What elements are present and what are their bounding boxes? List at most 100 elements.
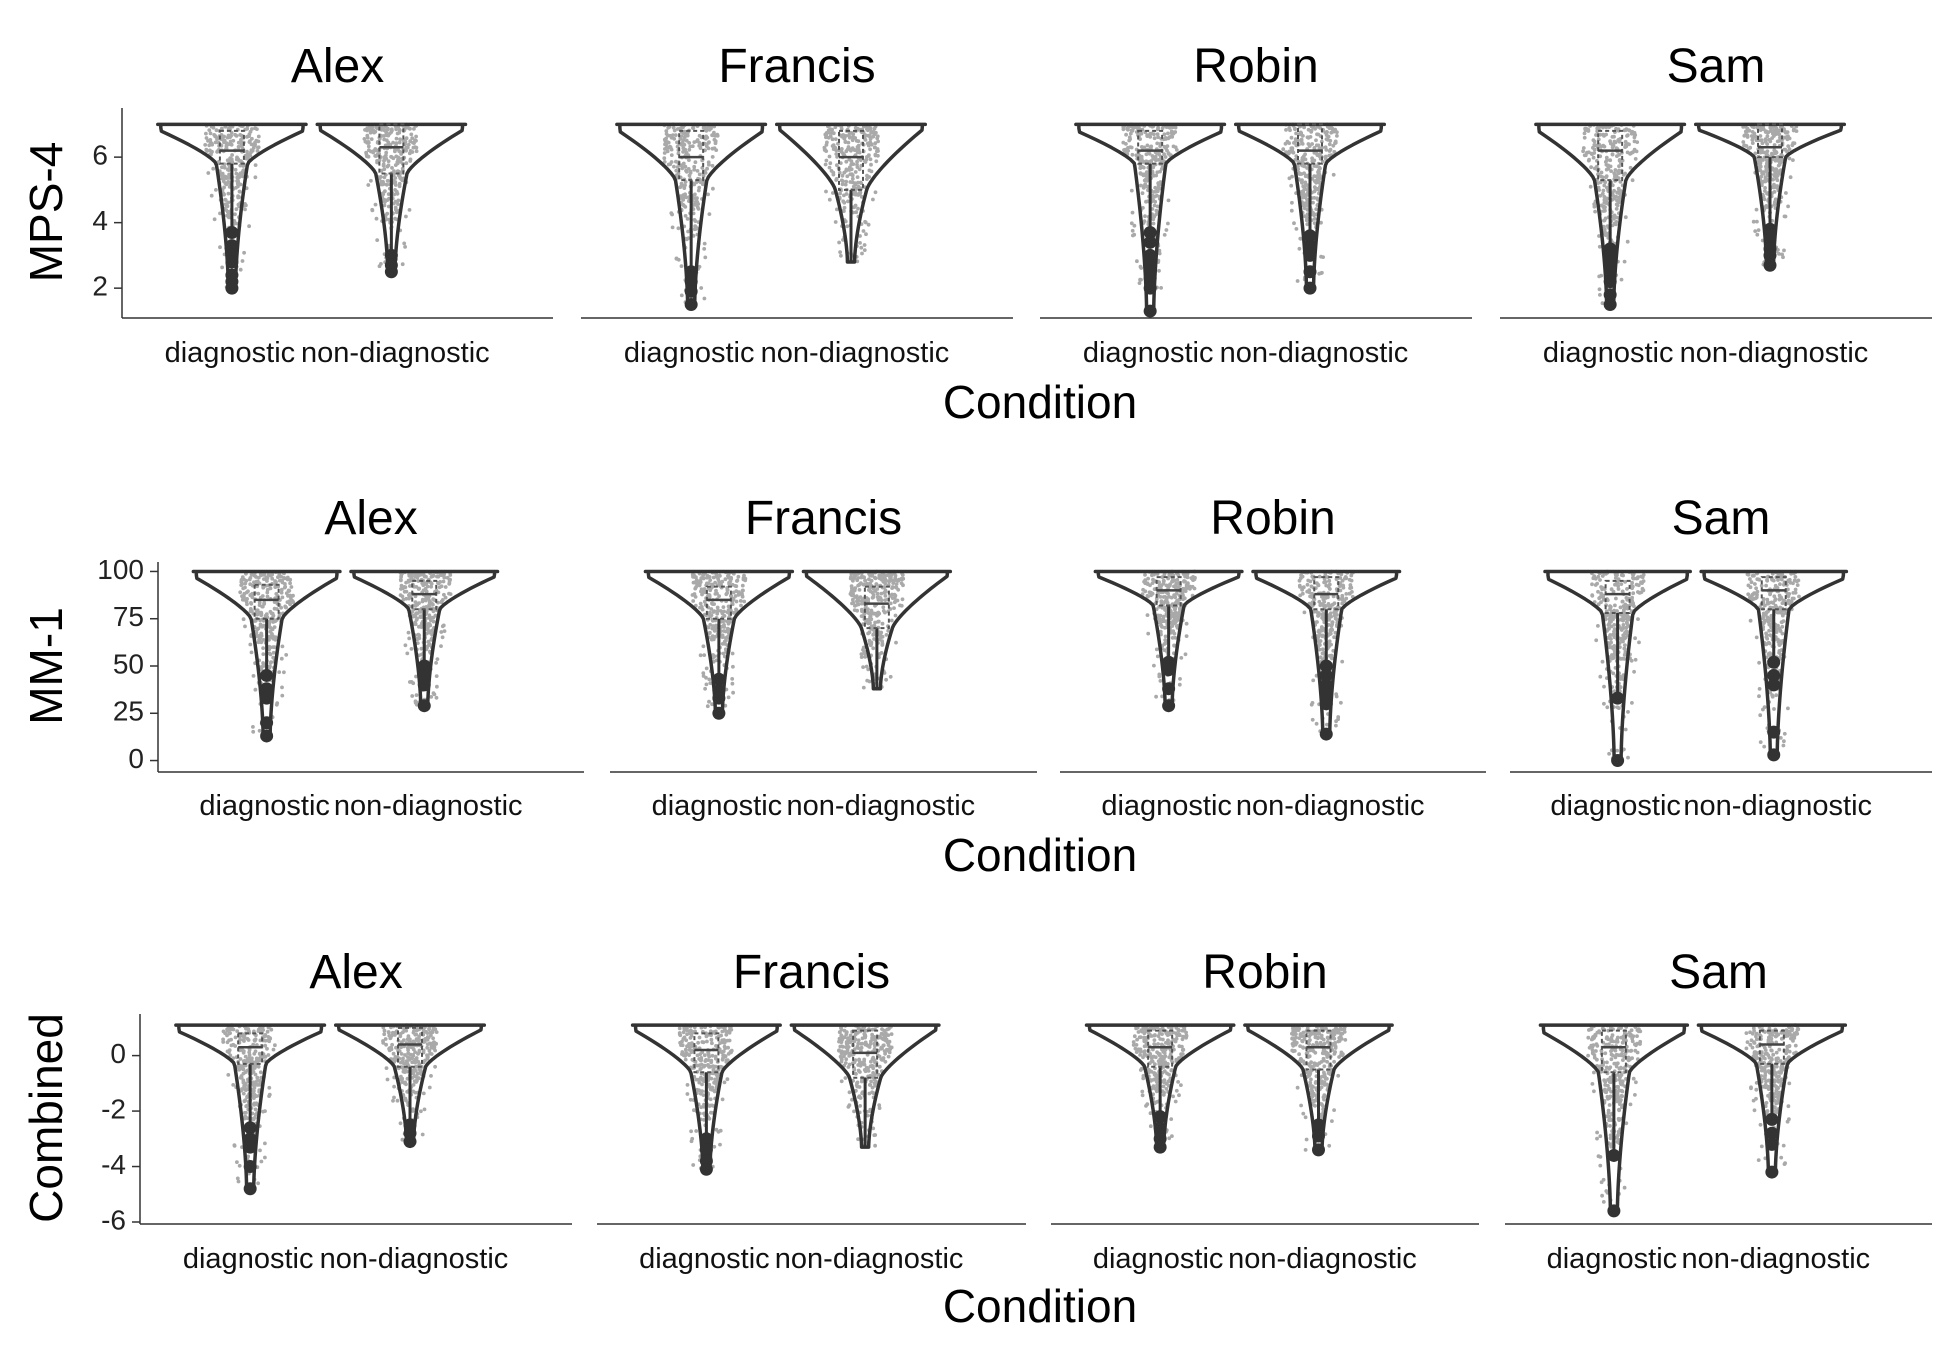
data-point [394,136,399,141]
data-point [1764,152,1769,157]
data-point [397,127,402,132]
data-point [1788,175,1793,180]
outlier-point [225,239,239,253]
data-point [1611,671,1616,676]
data-point [879,598,884,603]
data-point [1137,281,1142,285]
data-point [284,653,289,657]
data-point [736,574,741,579]
data-point [414,134,418,139]
data-point [1609,587,1614,592]
data-point [1174,148,1179,152]
data-point [854,139,859,143]
data-point [280,644,285,649]
data-point [1612,608,1617,613]
data-point [408,159,413,163]
data-point [669,211,674,216]
data-point [384,138,389,143]
data-point [900,573,905,577]
data-point [1330,620,1335,625]
outlier-point [1611,754,1625,768]
data-point [1599,174,1603,179]
data-point [1140,191,1145,196]
data-point [1300,142,1305,146]
data-point [384,153,388,158]
data-point [439,630,444,634]
data-point [1771,185,1776,189]
data-point [883,598,888,602]
data-point [1774,150,1779,154]
data-point [248,609,253,614]
data-point [839,147,844,151]
data-point [893,576,898,580]
data-point [1581,149,1585,154]
data-point [1619,277,1624,282]
data-point [237,159,242,163]
data-point [291,593,295,598]
data-point [855,175,860,180]
data-point [735,578,740,583]
data-point [274,702,279,707]
data-point [1287,126,1292,130]
data-point [268,652,273,657]
data-point [1156,157,1161,162]
data-point [875,591,880,596]
data-point [272,606,277,611]
data-point [236,140,241,145]
data-point [241,617,246,622]
data-point [1613,603,1617,608]
data-point [844,159,849,164]
data-point [1745,135,1750,139]
outlier-point [684,284,698,298]
data-point [1142,172,1146,177]
data-point [1610,152,1615,157]
data-point [1324,148,1329,152]
data-point [1140,164,1145,169]
data-point [682,203,686,208]
data-point [398,593,403,597]
data-point [726,629,731,634]
data-point [1633,636,1637,641]
data-point [1289,135,1294,140]
data-point [381,191,386,196]
data-point [1767,601,1771,605]
data-point [233,212,237,217]
data-point [1760,141,1765,146]
data-point [824,189,828,194]
data-point [265,587,270,592]
data-point [865,610,870,615]
data-point [1139,266,1144,270]
data-point [851,578,855,583]
data-point [270,572,274,577]
data-point [1613,582,1617,587]
data-point [1604,132,1608,137]
data-point [679,134,684,139]
data-point [884,633,889,637]
data-point [1763,179,1768,184]
data-point [270,576,275,581]
facet-title: Alex [324,492,417,545]
data-point [1795,583,1800,587]
data-point [237,189,242,194]
data-point [707,140,711,145]
category-label: non-diagnostic [334,790,523,822]
data-point [1758,134,1763,138]
data-point [1592,166,1597,171]
data-point [1593,209,1597,214]
category-label: diagnostic [652,790,783,822]
data-point [290,599,295,604]
category-label: non-diagnostic [761,337,950,369]
data-point [437,585,442,590]
data-point [214,188,218,192]
data-point [871,197,875,202]
data-point [1750,573,1755,578]
data-point [382,134,386,138]
data-point [274,592,279,596]
data-point [894,585,899,590]
data-point [1778,629,1783,633]
data-point [869,169,874,174]
data-point [863,652,867,656]
data-point [1762,744,1767,749]
